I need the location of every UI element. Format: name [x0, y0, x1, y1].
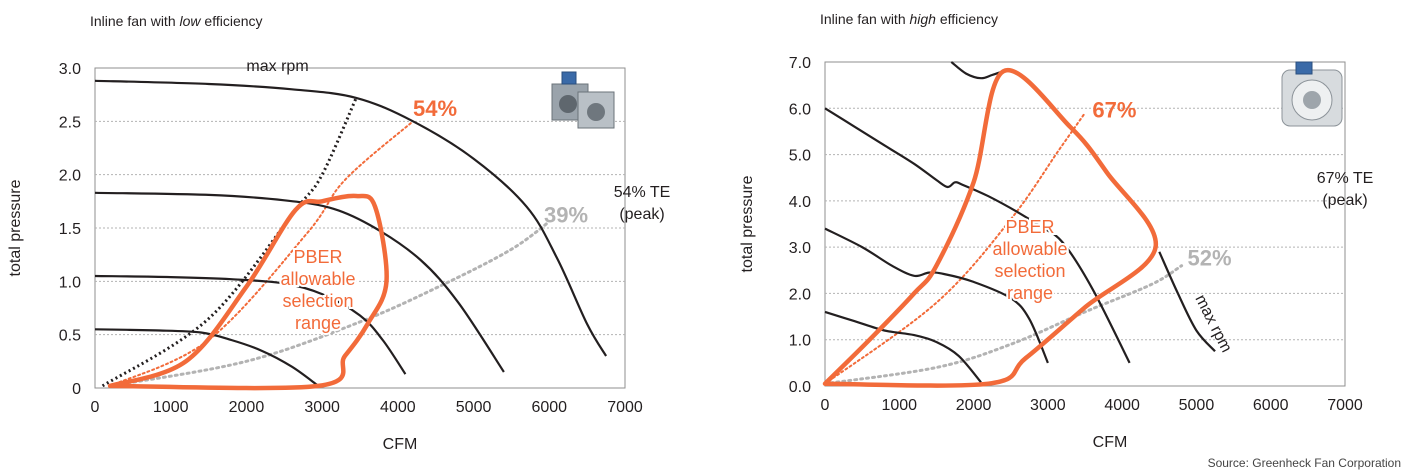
range-label-line: PBER	[1005, 217, 1054, 237]
annotation-54pct: 54%	[413, 96, 457, 121]
x-axis-label: CFM	[383, 436, 418, 453]
x-tick-label: 4000	[380, 399, 416, 416]
title-emphasis: high	[910, 11, 937, 27]
te-peak-label: 54% TE	[614, 184, 671, 201]
y-tick-label: 2.5	[59, 114, 81, 131]
fan-inlet-left	[559, 95, 577, 113]
fan-inlet-right	[587, 103, 605, 121]
y-axis-label: total pressure	[7, 179, 24, 276]
title-suffix: efficiency	[936, 11, 998, 27]
title-emphasis: low	[180, 13, 202, 29]
fan-curve-4	[94, 328, 320, 387]
annotation-39pct: 39%	[544, 203, 588, 228]
x-tick-label: 4000	[1104, 397, 1140, 414]
fan-curve-1	[824, 107, 1131, 364]
annotation-max-rpm: max rpm	[246, 58, 308, 75]
range-label-line: selection	[282, 291, 353, 311]
te-peak-label: (peak)	[1322, 192, 1367, 209]
x-tick-label: 3000	[304, 399, 340, 416]
y-tick-label: 4.0	[789, 194, 811, 211]
x-tick-label: 2000	[229, 399, 265, 416]
title-prefix: Inline fan with	[820, 11, 910, 27]
x-tick-label: 6000	[1253, 397, 1289, 414]
chart-title: Inline fan with high efficiency	[820, 11, 998, 27]
x-axis-label: CFM	[1093, 434, 1128, 451]
x-tick-label: 7000	[607, 399, 643, 416]
selection-range-outline	[822, 67, 1158, 388]
mixed-flow-inline-fan-icon	[1281, 61, 1343, 127]
y-tick-label: 2.0	[789, 286, 811, 303]
x-tick-label: 7000	[1327, 397, 1363, 414]
centrifugal-inline-fan-icon	[551, 71, 615, 129]
range-label-line: range	[1007, 283, 1053, 303]
fan-motor	[561, 71, 577, 85]
chart-title: Inline fan with low efficiency	[90, 13, 263, 29]
fan-curve-1	[94, 79, 608, 357]
y-tick-label: 6.0	[789, 101, 811, 118]
te-peak-label: (peak)	[619, 206, 664, 223]
title-suffix: efficiency	[201, 13, 263, 29]
y-tick-label: 1.0	[789, 333, 811, 350]
x-tick-label: 5000	[1179, 397, 1215, 414]
x-tick-label: 1000	[153, 399, 189, 416]
annotation-max-rpm: max rpm	[1191, 292, 1234, 355]
fan-curve-2	[94, 191, 505, 373]
selection-range-outline	[107, 193, 389, 391]
efficiency-line-39pct	[108, 220, 551, 388]
annotation-52pct: 52%	[1188, 246, 1232, 271]
fan-hub	[1303, 91, 1321, 109]
efficiency-line-52pct	[823, 264, 1184, 386]
y-tick-label: 0.0	[789, 379, 811, 396]
x-tick-label: 6000	[531, 399, 567, 416]
y-axis-label: total pressure	[739, 175, 756, 272]
fan-curve-5	[1158, 251, 1216, 353]
y-tick-label: 3.0	[789, 240, 811, 257]
range-label-line: allowable	[992, 239, 1067, 259]
y-tick-label: 1.0	[59, 274, 81, 291]
fan-curve-2	[950, 61, 1004, 80]
y-tick-label: 0.5	[59, 328, 81, 345]
y-tick-label: 3.0	[59, 61, 81, 78]
range-label-line: PBER	[293, 247, 342, 267]
range-label-line: range	[295, 313, 341, 333]
x-tick-label: 2000	[956, 397, 992, 414]
title-prefix: Inline fan with	[90, 13, 180, 29]
fan-motor	[1295, 61, 1313, 75]
y-tick-label: 2.0	[59, 168, 81, 185]
x-tick-label: 0	[821, 397, 830, 414]
efficiency-line-67pct	[824, 111, 1086, 385]
plot-frame	[824, 61, 1346, 387]
y-tick-label: 1.5	[59, 221, 81, 238]
annotation-67pct: 67%	[1092, 98, 1136, 123]
fan-curve-3	[94, 274, 407, 375]
fan-curve-3	[824, 227, 1049, 364]
x-tick-label: 1000	[881, 397, 917, 414]
max-rpm-line	[101, 97, 358, 388]
chart-1: Inline fan with low efficiency 0 0.5 1.0 1.5…	[7, 13, 670, 453]
range-label-line: selection	[994, 261, 1065, 281]
source-note: Source: Greenheck Fan Corporation	[1207, 456, 1401, 470]
y-tick-label: 7.0	[789, 55, 811, 72]
x-tick-label: 0	[91, 399, 100, 416]
y-tick-label: 0	[72, 381, 81, 398]
te-peak-label: 67% TE	[1317, 170, 1374, 187]
y-tick-label: 5.0	[789, 148, 811, 165]
chart-2: Inline fan with high efficiency 0.0 1.0 2.0…	[739, 11, 1373, 451]
x-tick-label: 5000	[456, 399, 492, 416]
range-label-line: allowable	[280, 269, 355, 289]
x-tick-label: 3000	[1030, 397, 1066, 414]
efficiency-line-54pct	[109, 120, 414, 387]
fan-curve-4	[824, 310, 982, 384]
